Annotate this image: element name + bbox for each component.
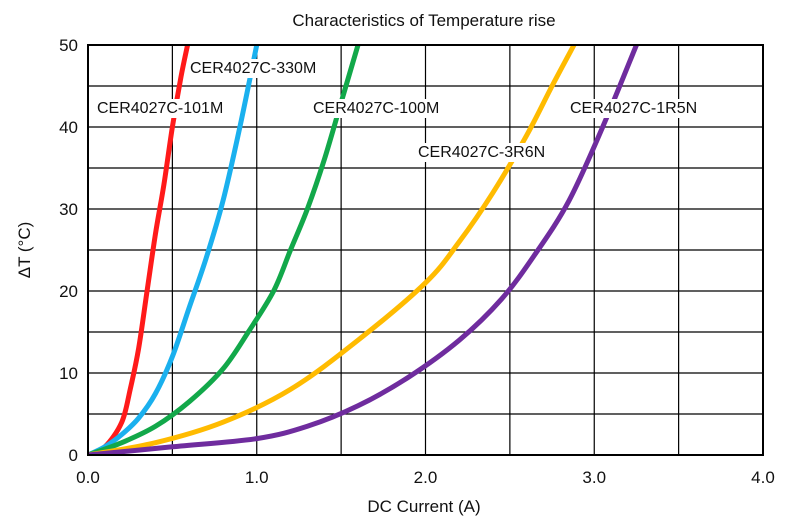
series-line-5 (88, 45, 639, 455)
y-axis-title: ΔT (°C) (15, 222, 34, 279)
series-label-background (415, 143, 549, 162)
x-tick-label: 3.0 (582, 468, 606, 487)
series-line-3 (88, 45, 361, 455)
x-axis-title: DC Current (A) (367, 497, 480, 516)
series-label: CER4027C-330M (190, 60, 316, 77)
series-label: CER4027C-3R6N (418, 144, 545, 161)
y-tick-label: 50 (59, 36, 78, 55)
x-tick-label: 0.0 (76, 468, 100, 487)
series-labels: CER4027C-101M CER4027C-330M CER4027C-100M C… (94, 59, 701, 162)
series-line-2 (88, 45, 260, 455)
series-label: CER4027C-101M (97, 100, 223, 117)
x-tick-label: 2.0 (414, 468, 438, 487)
x-tick-label: 1.0 (245, 468, 269, 487)
y-tick-label: 0 (69, 446, 78, 465)
y-tick-label: 10 (59, 364, 78, 383)
y-tick-label: 30 (59, 200, 78, 219)
series-label: CER4027C-1R5N (570, 100, 697, 117)
series-label-background (187, 59, 320, 78)
ticks: 0.0 1.0 2.0 3.0 4.0 0 10 20 30 40 50 (59, 36, 775, 487)
series-label-background (310, 99, 443, 118)
chart-title: Characteristics of Temperature rise (292, 11, 555, 30)
series-label-background (94, 99, 227, 118)
series-line-4 (88, 45, 577, 455)
y-tick-label: 40 (59, 118, 78, 137)
y-tick-label: 20 (59, 282, 78, 301)
series-layer (88, 45, 639, 455)
series-label-background (567, 99, 701, 118)
series-label: CER4027C-100M (313, 100, 439, 117)
plot-border (87, 44, 764, 456)
x-tick-label: 4.0 (751, 468, 775, 487)
